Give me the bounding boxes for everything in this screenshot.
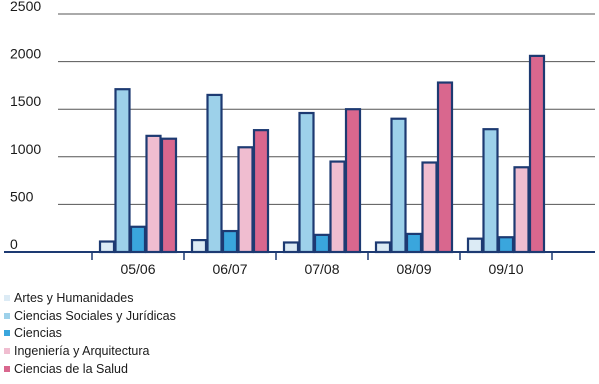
x-tick-label: 07/08 [304,261,339,277]
bar-chart: 05/06 06/07 07/08 08/09 09/10 0 500 1000 1500 20… [4,0,595,277]
bar [528,54,546,254]
legend-item: Ciencias de la Salud [4,360,176,378]
bar [466,237,484,254]
legend-item: Ciencias Sociales y Jurídicas [4,307,176,325]
legend-label: Ciencias [14,326,62,341]
legend-swatch [4,365,10,372]
x-tick-label: 05/06 [120,261,155,277]
y-tick-label: 1000 [10,141,41,157]
bar [206,93,223,254]
bar [252,129,270,254]
bar [145,134,162,254]
bar [237,146,254,254]
bar [98,240,116,254]
legend-swatch [4,312,10,319]
bar [190,239,208,254]
bar [390,117,407,254]
legend-item: Artes y Humanidades [4,289,176,307]
y-tick-labels: 0 500 1000 1500 2000 2500 [10,0,41,252]
legend-swatch [4,330,10,337]
legend-label: Ciencias de la Salud [14,361,128,376]
bar [313,233,331,254]
y-tick-label: 2500 [10,0,41,14]
bar [436,81,454,254]
y-tick-label: 500 [10,188,34,204]
y-tick-label: 2000 [10,46,41,62]
bar [160,137,178,254]
legend-label: Ingeniería y Arquitectura [14,343,150,358]
bar [497,236,515,254]
bar [221,229,239,254]
bar [298,111,315,254]
bar [129,225,147,254]
y-tick-label: 0 [10,236,18,252]
y-tick-label: 1500 [10,93,41,109]
legend-item: Ciencias [4,324,176,342]
bar [513,166,530,254]
x-tick-label: 08/09 [396,261,431,277]
legend-swatch [4,294,10,301]
bars [4,54,595,260]
bar [114,88,131,254]
x-tick-labels: 05/06 06/07 07/08 08/09 09/10 [120,261,523,277]
legend-label: Artes y Humanidades [14,290,134,305]
x-tick-label: 06/07 [212,261,247,277]
legend-label: Ciencias Sociales y Jurídicas [14,308,176,323]
x-tick-label: 09/10 [488,261,523,277]
legend-swatch [4,347,10,354]
bar [374,241,392,254]
bar [482,128,499,254]
bar [344,108,362,254]
legend-item: Ingeniería y Arquitectura [4,342,176,360]
bar [329,160,346,254]
bar [421,161,438,254]
bar [282,241,300,254]
legend: Artes y Humanidades Ciencias Sociales y J… [4,289,176,377]
bar [405,232,423,254]
